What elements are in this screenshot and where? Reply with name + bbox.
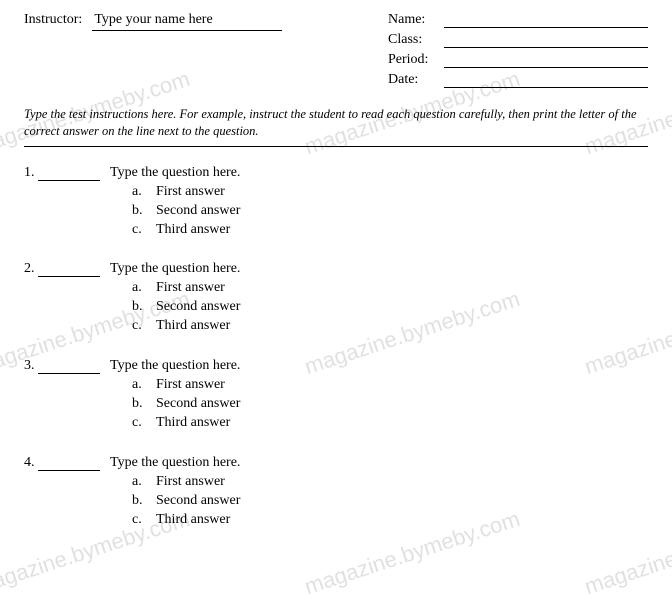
instructions-text: Type the test instructions here. For exa… <box>24 106 648 140</box>
question-number: 1. <box>24 165 38 181</box>
answer-letter: b. <box>132 395 146 414</box>
class-input[interactable] <box>444 32 648 48</box>
answer-text: Third answer <box>156 221 230 240</box>
name-label: Name: <box>388 12 444 28</box>
answer-blank[interactable] <box>38 456 100 471</box>
question-prompt: Type the question here. <box>110 358 240 374</box>
student-info: Name: Class: Period: Date: <box>388 12 648 92</box>
date-label: Date: <box>388 72 444 88</box>
answer-option: a. First answer <box>132 376 648 395</box>
answer-letter: c. <box>132 221 146 240</box>
question-header: 3. Type the question here. <box>24 358 648 374</box>
answer-option: c. Third answer <box>132 221 648 240</box>
answer-letter: c. <box>132 414 146 433</box>
name-input[interactable] <box>444 12 648 28</box>
instructor-group: Instructor: Type your name here <box>24 12 358 92</box>
answer-option: a. First answer <box>132 279 648 298</box>
instructor-input[interactable]: Type your name here <box>92 12 282 31</box>
question-item: 1. Type the question here. a. First answe… <box>24 165 648 240</box>
divider <box>24 146 648 147</box>
answer-option: c. Third answer <box>132 414 648 433</box>
answer-blank[interactable] <box>38 166 100 181</box>
answer-letter: b. <box>132 202 146 221</box>
answer-option: b. Second answer <box>132 298 648 317</box>
period-label: Period: <box>388 52 444 68</box>
answer-option: a. First answer <box>132 473 648 492</box>
question-item: 2. Type the question here. a. First answe… <box>24 261 648 336</box>
question-header: 1. Type the question here. <box>24 165 648 181</box>
question-header: 4. Type the question here. <box>24 455 648 471</box>
instructor-label: Instructor: <box>24 12 82 28</box>
question-number: 4. <box>24 455 38 471</box>
questions-list: 1. Type the question here. a. First answe… <box>24 165 648 530</box>
question-prompt: Type the question here. <box>110 261 240 277</box>
answer-text: First answer <box>156 279 225 298</box>
form-header: Instructor: Type your name here Name: Cl… <box>24 12 648 92</box>
answer-text: Third answer <box>156 414 230 433</box>
answer-text: Third answer <box>156 317 230 336</box>
answer-letter: c. <box>132 317 146 336</box>
answer-letter: a. <box>132 376 146 395</box>
answer-letter: a. <box>132 279 146 298</box>
question-item: 4. Type the question here. a. First answe… <box>24 455 648 530</box>
answer-option: c. Third answer <box>132 317 648 336</box>
answer-text: First answer <box>156 473 225 492</box>
answer-letter: b. <box>132 298 146 317</box>
answer-option: b. Second answer <box>132 492 648 511</box>
answer-text: Second answer <box>156 395 240 414</box>
class-label: Class: <box>388 32 444 48</box>
question-prompt: Type the question here. <box>110 165 240 181</box>
info-row-name: Name: <box>388 12 648 28</box>
info-row-class: Class: <box>388 32 648 48</box>
answer-text: Second answer <box>156 492 240 511</box>
answer-letter: a. <box>132 183 146 202</box>
question-prompt: Type the question here. <box>110 455 240 471</box>
info-row-date: Date: <box>388 72 648 88</box>
answer-text: Second answer <box>156 298 240 317</box>
answer-text: First answer <box>156 376 225 395</box>
answer-letter: b. <box>132 492 146 511</box>
question-number: 3. <box>24 358 38 374</box>
answer-letter: a. <box>132 473 146 492</box>
answer-list: a. First answer b. Second answer c. Third a… <box>132 279 648 336</box>
answer-blank[interactable] <box>38 359 100 374</box>
answer-option: b. Second answer <box>132 202 648 221</box>
answer-list: a. First answer b. Second answer c. Third a… <box>132 183 648 240</box>
info-row-period: Period: <box>388 52 648 68</box>
period-input[interactable] <box>444 52 648 68</box>
date-input[interactable] <box>444 72 648 88</box>
answer-blank[interactable] <box>38 262 100 277</box>
question-item: 3. Type the question here. a. First answe… <box>24 358 648 433</box>
answer-text: First answer <box>156 183 225 202</box>
answer-letter: c. <box>132 511 146 530</box>
answer-option: b. Second answer <box>132 395 648 414</box>
question-header: 2. Type the question here. <box>24 261 648 277</box>
question-number: 2. <box>24 261 38 277</box>
answer-list: a. First answer b. Second answer c. Third a… <box>132 376 648 433</box>
answer-text: Second answer <box>156 202 240 221</box>
answer-option: c. Third answer <box>132 511 648 530</box>
answer-option: a. First answer <box>132 183 648 202</box>
answer-list: a. First answer b. Second answer c. Third a… <box>132 473 648 530</box>
answer-text: Third answer <box>156 511 230 530</box>
